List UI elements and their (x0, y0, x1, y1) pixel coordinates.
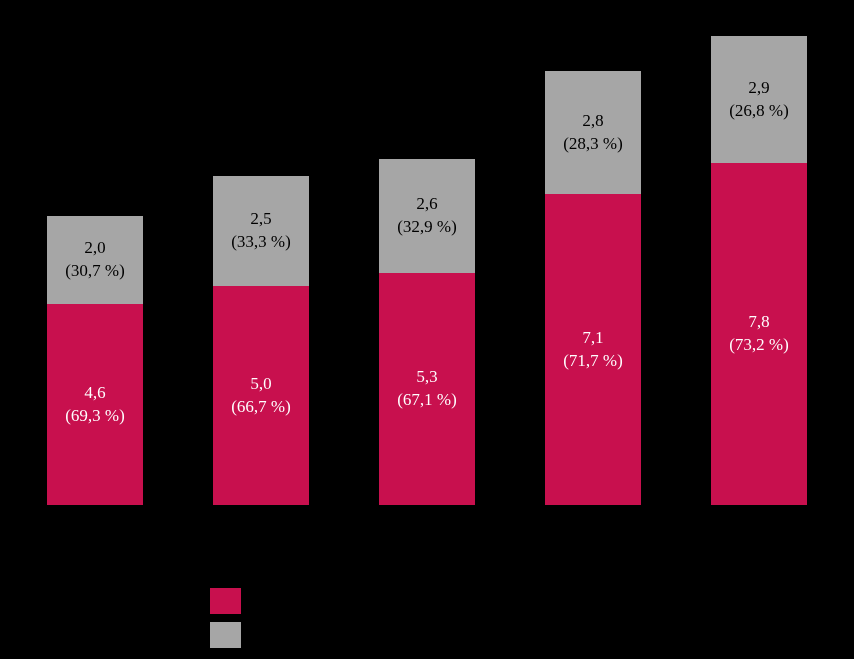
legend (210, 588, 241, 656)
segment-value-label: 5,0 (250, 373, 272, 393)
segment-percent-label: (28,3 %) (563, 133, 623, 153)
segment-value-label: 7,1 (582, 327, 604, 347)
bar-group-4: 2,8 (28,3 %) 7,1 (71,7 %) (545, 71, 641, 505)
legend-item-top-gray-series (210, 622, 241, 648)
segment-top-gray-series: 2,0 (30,7 %) (47, 216, 143, 304)
segment-percent-label: (73,2 %) (729, 335, 789, 354)
segment-percent-label: (30,7 %) (65, 261, 125, 280)
segment-bottom-red-series: 7,1 (71,7 %) (545, 194, 641, 505)
segment-top-gray-series: 2,6 (32,9 %) (379, 159, 475, 273)
segment-bottom-red-series: 5,3 (67,1 %) (379, 273, 475, 505)
segment-percent-label: (32,9 %) (397, 217, 457, 236)
segment-top-gray-series: 2,8 (28,3 %) (545, 71, 641, 194)
bar-group-5: 2,9 (26,8 %) 7,8 (73,2 %) (711, 36, 807, 505)
segment-percent-label: (66,7 %) (231, 396, 291, 416)
segment-percent-label: (33,3 %) (231, 232, 291, 251)
segment-value-label: 7,8 (748, 312, 770, 332)
segment-value-label: 2,0 (84, 238, 106, 258)
segment-bottom-red-series: 5,0 (66,7 %) (213, 286, 309, 505)
segment-percent-label: (26,8 %) (729, 100, 789, 120)
segment-percent-label: (67,1 %) (397, 390, 457, 409)
legend-swatch-bottom-red-series (210, 588, 241, 614)
bar-group-1: 2,0 (30,7 %) 4,6 (69,3 %) (47, 216, 143, 505)
segment-bottom-red-series: 7,8 (73,2 %) (711, 163, 807, 505)
legend-item-bottom-red-series (210, 588, 241, 614)
legend-swatch-top-gray-series (210, 622, 241, 648)
segment-percent-label: (69,3 %) (65, 405, 125, 425)
segment-value-label: 4,6 (84, 382, 106, 402)
segment-top-gray-series: 2,5 (33,3 %) (213, 176, 309, 286)
bar-group-3: 2,6 (32,9 %) 5,3 (67,1 %) (379, 159, 475, 505)
segment-value-label: 5,3 (416, 367, 438, 387)
segment-bottom-red-series: 4,6 (69,3 %) (47, 304, 143, 505)
bar-group-2: 2,5 (33,3 %) 5,0 (66,7 %) (213, 176, 309, 505)
segment-value-label: 2,9 (748, 77, 770, 97)
segment-value-label: 2,8 (582, 110, 604, 130)
segment-top-gray-series: 2,9 (26,8 %) (711, 36, 807, 163)
segment-value-label: 2,6 (416, 194, 438, 214)
segment-percent-label: (71,7 %) (563, 350, 623, 370)
segment-value-label: 2,5 (250, 209, 272, 229)
